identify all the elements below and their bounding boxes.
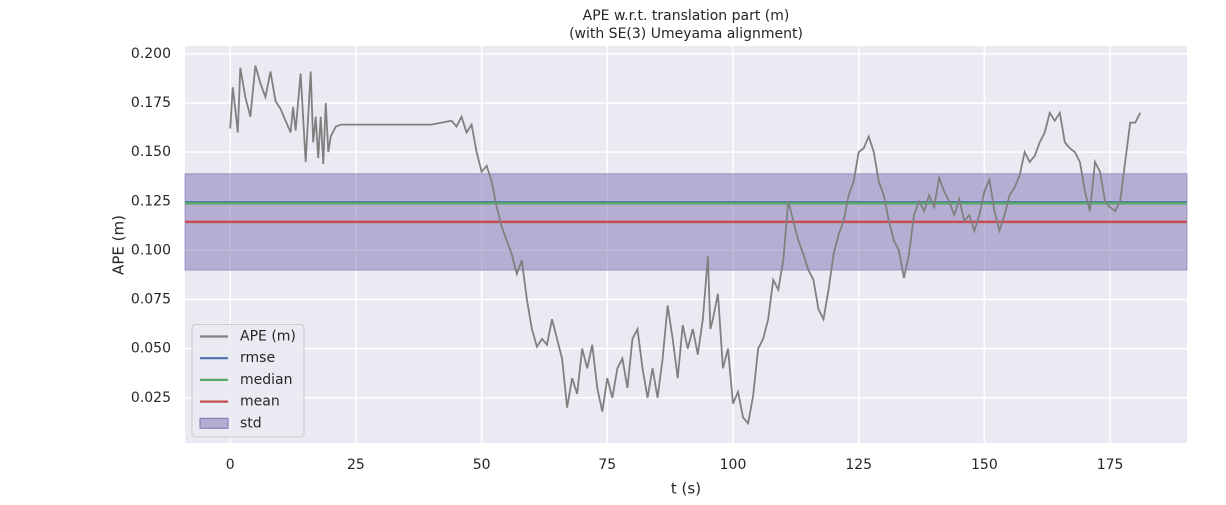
x-tick-label: 75 bbox=[598, 457, 616, 473]
chart-title: APE w.r.t. translation part (m) bbox=[583, 8, 790, 24]
legend-label: mean bbox=[240, 394, 280, 410]
legend-label: median bbox=[240, 372, 292, 388]
legend-swatch bbox=[199, 417, 229, 429]
y-axis-label: APE (m) bbox=[110, 215, 128, 275]
y-tick-label: 0.050 bbox=[131, 341, 171, 357]
x-tick-label: 125 bbox=[845, 457, 872, 473]
y-tick-label: 0.150 bbox=[131, 144, 171, 160]
legend-box bbox=[191, 324, 305, 438]
x-tick-label: 175 bbox=[1097, 457, 1124, 473]
x-tick-label: 150 bbox=[971, 457, 998, 473]
y-tick-label: 0.075 bbox=[131, 292, 171, 308]
y-tick-label: 0.100 bbox=[131, 242, 171, 258]
y-tick-label: 0.175 bbox=[131, 95, 171, 111]
legend-label: rmse bbox=[240, 350, 275, 366]
x-tick-label: 100 bbox=[720, 457, 747, 473]
y-tick-label: 0.125 bbox=[131, 193, 171, 209]
ape-line bbox=[229, 65, 1142, 426]
legend-label: APE (m) bbox=[240, 329, 296, 345]
x-tick-label: 50 bbox=[473, 457, 491, 473]
legend-label: std bbox=[240, 415, 262, 431]
x-tick-label: 25 bbox=[347, 457, 365, 473]
chart-subtitle: (with SE(3) Umeyama alignment) bbox=[569, 26, 803, 42]
x-axis-label: t (s) bbox=[671, 480, 701, 498]
x-tick-label: 0 bbox=[226, 457, 235, 473]
y-tick-label: 0.025 bbox=[131, 390, 171, 406]
y-tick-label: 0.200 bbox=[131, 46, 171, 62]
